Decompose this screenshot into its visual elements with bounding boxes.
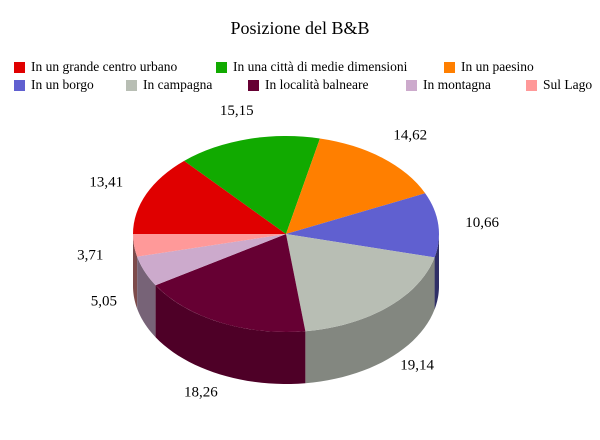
legend-swatch [444, 61, 455, 73]
slice-labels: 13,41 15,15 14,62 10,66 19,14 18,26 5,05 3,71 [77, 103, 499, 401]
legend-label: In località balneare [265, 77, 369, 92]
legend-item-citta-medie: In una città di medie dimensioni [216, 58, 407, 76]
pie-slice-2 [286, 138, 426, 234]
pie-slice-0 [133, 160, 286, 234]
pie-sides [133, 234, 439, 384]
legend-item-balneare: In località balneare [248, 76, 368, 94]
pie-slice-7 [133, 234, 286, 257]
legend-item-lago: Sul Lago [526, 76, 592, 94]
legend-label: In campagna [143, 77, 213, 92]
slice-value-label: 5,05 [91, 294, 117, 310]
legend-swatch [14, 79, 25, 91]
legend-swatch [216, 61, 227, 73]
slice-side-7 [133, 234, 138, 309]
legend-label: In un borgo [31, 77, 94, 92]
legend-label: In un grande centro urbano [31, 59, 178, 74]
legend-swatch [406, 79, 417, 91]
slice-side-3 [434, 234, 439, 310]
legend-item-grande-centro: In un grande centro urbano [14, 58, 177, 76]
legend-row-1: In un grande centro urbano In una città … [0, 58, 600, 76]
pie-slices [133, 136, 439, 332]
pie-slice-3 [286, 193, 439, 258]
legend-swatch [126, 79, 137, 91]
legend-swatch [248, 79, 259, 91]
pie-slice-1 [184, 136, 320, 234]
legend-item-campagna: In campagna [126, 76, 212, 94]
legend-swatch [14, 61, 25, 73]
legend-item-paesino: In un paesino [444, 58, 534, 76]
slice-value-label: 15,15 [220, 103, 254, 119]
pie-slice-6 [137, 234, 286, 286]
slice-value-label: 3,71 [77, 247, 103, 263]
slice-value-label: 19,14 [400, 358, 434, 374]
slice-value-label: 14,62 [393, 128, 427, 144]
slice-side-5 [155, 285, 306, 384]
slice-value-label: 10,66 [465, 215, 499, 231]
slice-side-6 [137, 256, 156, 338]
legend-row-2: In un borgo In campagna In località baln… [0, 76, 600, 94]
slice-side-4 [305, 257, 435, 384]
legend-item-montagna: In montagna [406, 76, 491, 94]
pie-slice-5 [155, 234, 306, 332]
slice-value-label: 18,26 [184, 385, 218, 401]
legend-swatch [526, 79, 537, 91]
legend-label: In montagna [423, 77, 491, 92]
legend-label: In un paesino [461, 59, 534, 74]
legend-label: In una città di medie dimensioni [233, 59, 408, 74]
chart-title: Posizione del B&B [230, 18, 370, 38]
slice-value-label: 13,41 [89, 175, 123, 191]
legend-label: Sul Lago [543, 77, 593, 92]
legend-item-borgo: In un borgo [14, 76, 94, 94]
pie-slice-4 [286, 234, 435, 332]
